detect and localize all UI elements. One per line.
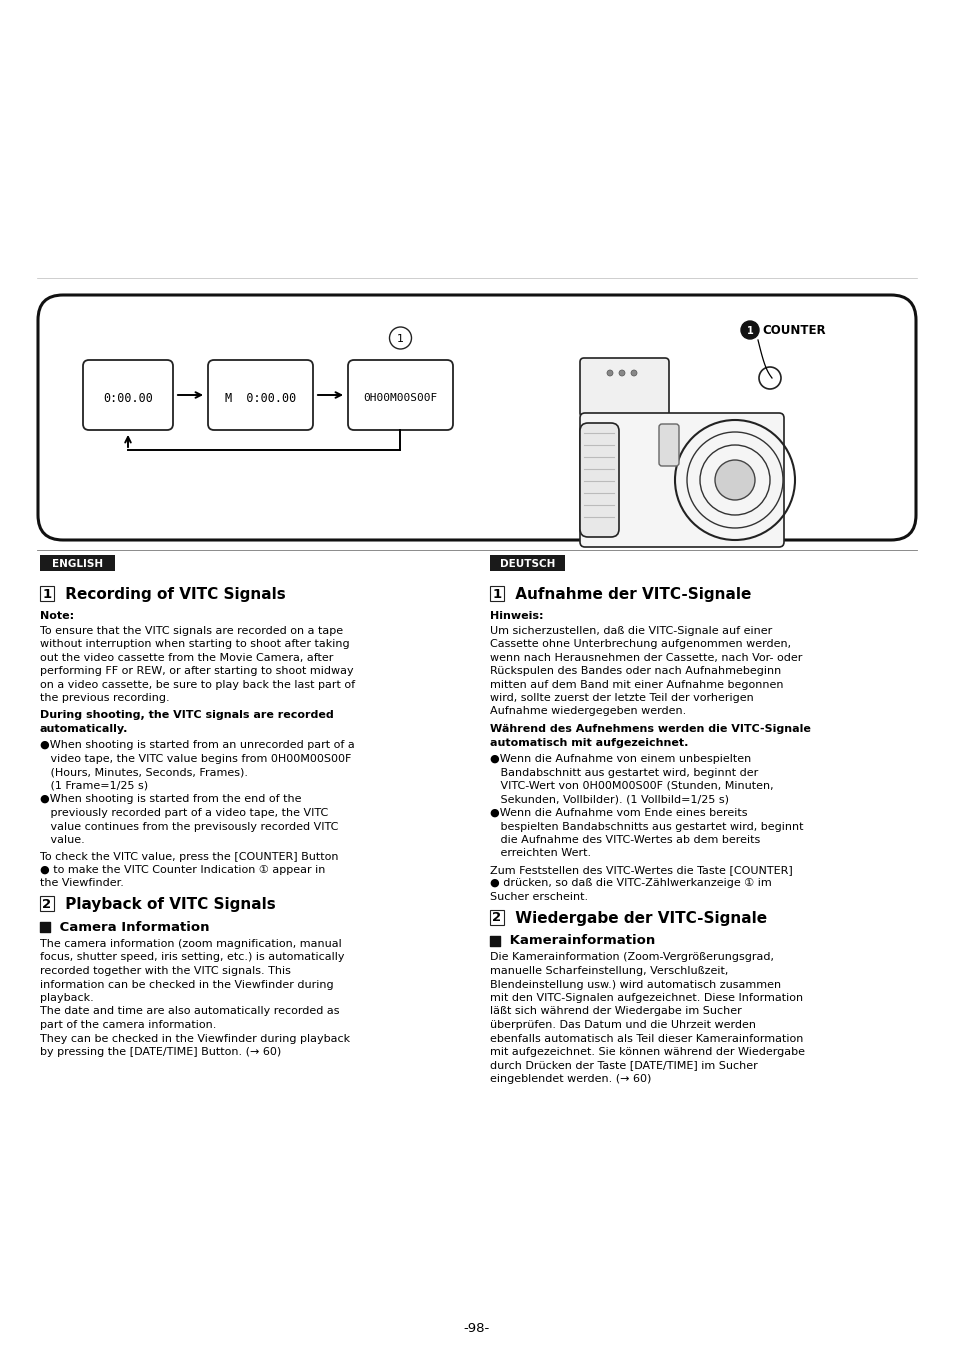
Text: durch Drücken der Taste [DATE/TIME] im Sucher: durch Drücken der Taste [DATE/TIME] im S… [490, 1061, 757, 1070]
Text: 1: 1 [746, 326, 753, 336]
Text: läßt sich während der Wiedergabe im Sucher: läßt sich während der Wiedergabe im Such… [490, 1007, 741, 1016]
FancyBboxPatch shape [348, 360, 453, 430]
FancyBboxPatch shape [579, 412, 783, 547]
Text: without interruption when starting to shoot after taking: without interruption when starting to sh… [40, 639, 349, 648]
Text: ●Wenn die Aufnahme vom Ende eines bereits: ●Wenn die Aufnahme vom Ende eines bereit… [490, 807, 747, 818]
Text: überprüfen. Das Datum und die Uhrzeit werden: überprüfen. Das Datum und die Uhrzeit we… [490, 1020, 755, 1030]
Circle shape [606, 369, 613, 376]
Text: erreichten Wert.: erreichten Wert. [490, 848, 591, 859]
FancyBboxPatch shape [490, 910, 503, 925]
Text: previously recorded part of a video tape, the VITC: previously recorded part of a video tape… [40, 807, 328, 818]
Text: Bandabschnitt aus gestartet wird, beginnt der: Bandabschnitt aus gestartet wird, beginn… [490, 767, 758, 778]
Text: They can be checked in the Viewfinder during playback: They can be checked in the Viewfinder du… [40, 1034, 350, 1043]
FancyBboxPatch shape [208, 360, 313, 430]
Text: Sucher erscheint.: Sucher erscheint. [490, 892, 587, 902]
Text: mit den VITC-Signalen aufgezeichnet. Diese Information: mit den VITC-Signalen aufgezeichnet. Die… [490, 993, 802, 1003]
Text: the previous recording.: the previous recording. [40, 693, 170, 704]
FancyBboxPatch shape [83, 360, 172, 430]
Text: information can be checked in the Viewfinder during: information can be checked in the Viewfi… [40, 980, 334, 989]
Text: ●Wenn die Aufnahme von einem unbespielten: ●Wenn die Aufnahme von einem unbespielte… [490, 754, 750, 764]
Text: eingeblendet werden. (→ 60): eingeblendet werden. (→ 60) [490, 1074, 651, 1084]
Text: mitten auf dem Band mit einer Aufnahme begonnen: mitten auf dem Band mit einer Aufnahme b… [490, 679, 782, 689]
FancyBboxPatch shape [490, 586, 503, 601]
Text: Blendeinstellung usw.) wird automatisch zusammen: Blendeinstellung usw.) wird automatisch … [490, 980, 781, 989]
Text: 1: 1 [492, 588, 501, 600]
Text: value continues from the previsously recorded VITC: value continues from the previsously rec… [40, 821, 338, 832]
Text: Playback of VITC Signals: Playback of VITC Signals [60, 896, 275, 913]
Text: performing FF or REW, or after starting to shoot midway: performing FF or REW, or after starting … [40, 666, 354, 675]
Text: manuelle Scharfeinstellung, Verschlußzeit,: manuelle Scharfeinstellung, Verschlußzei… [490, 967, 727, 976]
FancyBboxPatch shape [579, 359, 668, 417]
Text: recorded together with the VITC signals. This: recorded together with the VITC signals.… [40, 967, 291, 976]
Text: ebenfalls automatisch als Teil dieser Kamerainformation: ebenfalls automatisch als Teil dieser Ka… [490, 1034, 802, 1043]
Text: Recording of VITC Signals: Recording of VITC Signals [60, 586, 286, 603]
Text: -98-: -98- [463, 1322, 490, 1335]
Text: Zum Feststellen des VITC-Wertes die Taste [COUNTER]: Zum Feststellen des VITC-Wertes die Tast… [490, 865, 792, 875]
FancyBboxPatch shape [579, 423, 618, 537]
Text: video tape, the VITC value begins from 0H00M00S00F: video tape, the VITC value begins from 0… [40, 754, 351, 764]
Text: automatisch mit aufgezeichnet.: automatisch mit aufgezeichnet. [490, 737, 688, 748]
Text: ●When shooting is started from an unrecorded part of a: ●When shooting is started from an unreco… [40, 740, 355, 751]
FancyBboxPatch shape [40, 896, 54, 911]
Text: ●When shooting is started from the end of the: ●When shooting is started from the end o… [40, 794, 301, 805]
Text: ENGLISH: ENGLISH [51, 559, 103, 569]
Text: During shooting, the VITC signals are recorded: During shooting, the VITC signals are re… [40, 710, 334, 720]
Circle shape [618, 369, 624, 376]
Text: die Aufnahme des VITC-Wertes ab dem bereits: die Aufnahme des VITC-Wertes ab dem bere… [490, 834, 760, 845]
FancyBboxPatch shape [40, 555, 115, 572]
Text: Note:: Note: [40, 611, 74, 621]
Text: bespielten Bandabschnitts aus gestartet wird, beginnt: bespielten Bandabschnitts aus gestartet … [490, 821, 802, 832]
Text: 2: 2 [42, 898, 51, 910]
Text: by pressing the [DATE/TIME] Button. (→ 60): by pressing the [DATE/TIME] Button. (→ 6… [40, 1047, 281, 1057]
Text: Um sicherzustellen, daß die VITC-Signale auf einer: Um sicherzustellen, daß die VITC-Signale… [490, 625, 771, 635]
Circle shape [740, 321, 759, 338]
Text: focus, shutter speed, iris setting, etc.) is automatically: focus, shutter speed, iris setting, etc.… [40, 953, 344, 962]
Text: Cassette ohne Unterbrechung aufgenommen werden,: Cassette ohne Unterbrechung aufgenommen … [490, 639, 790, 648]
Text: VITC-Wert von 0H00M00S00F (Stunden, Minuten,: VITC-Wert von 0H00M00S00F (Stunden, Minu… [490, 780, 773, 791]
Text: on a video cassette, be sure to play back the last part of: on a video cassette, be sure to play bac… [40, 679, 355, 689]
Text: ● drücken, so daß die VITC-Zählwerkanzeige ① im: ● drücken, so daß die VITC-Zählwerkanzei… [490, 879, 771, 888]
Text: automatically.: automatically. [40, 724, 129, 735]
Text: wenn nach Herausnehmen der Cassette, nach Vor- oder: wenn nach Herausnehmen der Cassette, nac… [490, 652, 801, 662]
Text: Die Kamerainformation (Zoom-Vergrößerungsgrad,: Die Kamerainformation (Zoom-Vergrößerung… [490, 953, 773, 962]
Text: Kamerainformation: Kamerainformation [504, 934, 655, 948]
Text: ● to make the VITC Counter Indication ① appear in: ● to make the VITC Counter Indication ① … [40, 865, 325, 875]
Text: DEUTSCH: DEUTSCH [499, 559, 555, 569]
Circle shape [630, 369, 637, 376]
Text: 0:00.00: 0:00.00 [103, 391, 152, 404]
Text: The camera information (zoom magnification, manual: The camera information (zoom magnificati… [40, 940, 341, 949]
Text: 1: 1 [396, 334, 403, 344]
FancyBboxPatch shape [490, 555, 564, 572]
FancyBboxPatch shape [38, 295, 915, 541]
Text: the Viewfinder.: the Viewfinder. [40, 879, 124, 888]
Text: part of the camera information.: part of the camera information. [40, 1020, 216, 1030]
Text: playback.: playback. [40, 993, 93, 1003]
Text: 1: 1 [42, 588, 51, 600]
Text: Aufnahme der VITC-Signale: Aufnahme der VITC-Signale [510, 586, 751, 603]
Text: The date and time are also automatically recorded as: The date and time are also automatically… [40, 1007, 339, 1016]
Text: Wiedergabe der VITC-Signale: Wiedergabe der VITC-Signale [510, 910, 766, 926]
Text: wird, sollte zuerst der letzte Teil der vorherigen: wird, sollte zuerst der letzte Teil der … [490, 693, 753, 704]
Circle shape [714, 460, 754, 500]
Text: out the video cassette from the Movie Camera, after: out the video cassette from the Movie Ca… [40, 652, 333, 662]
Text: Während des Aufnehmens werden die VITC-Signale: Während des Aufnehmens werden die VITC-S… [490, 724, 810, 735]
Text: value.: value. [40, 834, 85, 845]
Text: Sekunden, Vollbilder). (1 Vollbild=1/25 s): Sekunden, Vollbilder). (1 Vollbild=1/25 … [490, 794, 728, 805]
Text: (1 Frame=1/25 s): (1 Frame=1/25 s) [40, 780, 148, 791]
Text: Hinweis:: Hinweis: [490, 611, 543, 621]
Text: mit aufgezeichnet. Sie können während der Wiedergabe: mit aufgezeichnet. Sie können während de… [490, 1047, 804, 1057]
Text: M  0:00.00: M 0:00.00 [225, 391, 295, 404]
Text: Rückspulen des Bandes oder nach Aufnahmebeginn: Rückspulen des Bandes oder nach Aufnahme… [490, 666, 781, 675]
Text: 2: 2 [492, 911, 501, 923]
Text: Aufnahme wiedergegeben werden.: Aufnahme wiedergegeben werden. [490, 706, 685, 717]
Text: COUNTER: COUNTER [761, 325, 824, 337]
Text: 0H00M00S00F: 0H00M00S00F [363, 394, 437, 403]
Text: To check the VITC value, press the [COUNTER] Button: To check the VITC value, press the [COUN… [40, 852, 338, 861]
Text: (Hours, Minutes, Seconds, Frames).: (Hours, Minutes, Seconds, Frames). [40, 767, 248, 778]
Text: To ensure that the VITC signals are recorded on a tape: To ensure that the VITC signals are reco… [40, 625, 343, 635]
FancyBboxPatch shape [659, 425, 679, 466]
Text: Camera Information: Camera Information [55, 921, 210, 934]
FancyBboxPatch shape [40, 586, 54, 601]
